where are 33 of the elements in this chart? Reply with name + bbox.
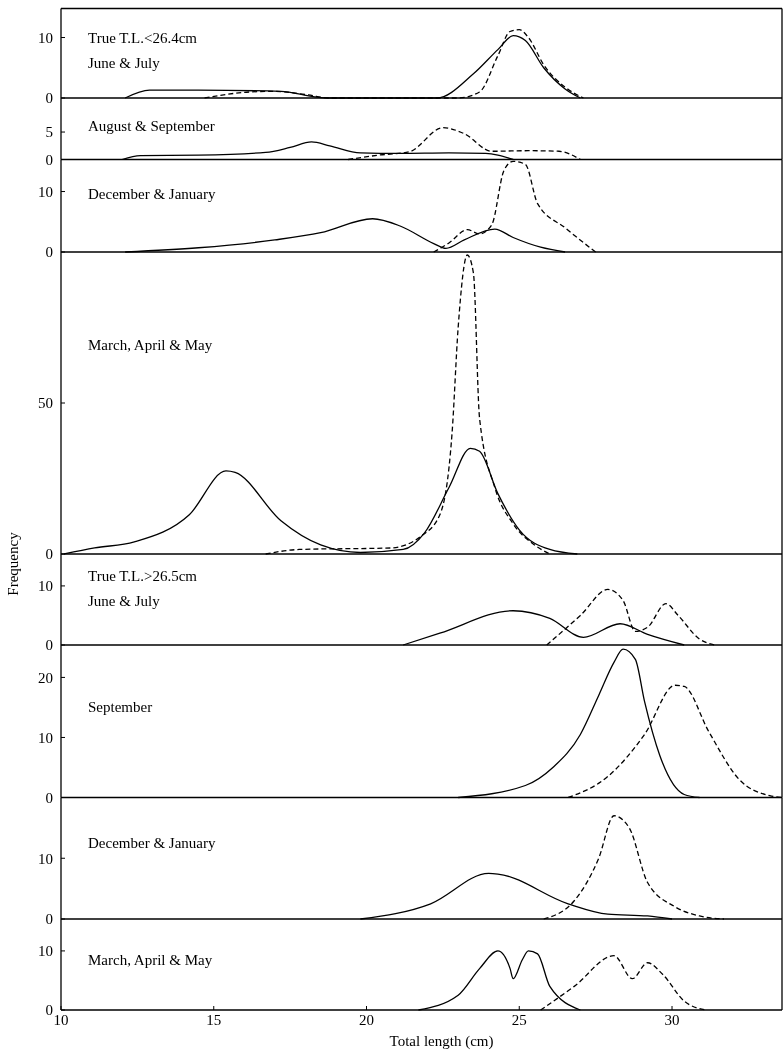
annotation: True T.L.<26.4cm [88, 29, 198, 46]
y-tick-label: 0 [45, 546, 53, 563]
y-tick-label: 0 [45, 789, 53, 806]
y-tick-label: 20 [38, 669, 53, 686]
x-axis-title: Total length (cm) [389, 1033, 494, 1050]
y-tick-label: 10 [38, 729, 53, 746]
text: March, April & May [88, 952, 213, 968]
y-tick-label: 10 [38, 943, 53, 960]
x-tick-label: 30 [664, 1012, 680, 1028]
text: August & September [88, 118, 215, 134]
y-tick-label: 0 [45, 1002, 53, 1019]
text: December & January [88, 834, 216, 851]
text: June & July [88, 593, 161, 609]
text: September [88, 699, 153, 715]
x-tick-label: 15 [206, 1012, 222, 1028]
y-tick-label: 5 [45, 124, 53, 141]
y-tick-label: 0 [45, 637, 53, 654]
y-tick-label: 0 [45, 911, 53, 928]
x-tick-label: 25 [511, 1012, 527, 1028]
y-tick-label: 10 [38, 850, 53, 867]
y-tick-label: 0 [45, 244, 53, 261]
text: June & July [88, 54, 161, 71]
y-axis-title: Frequency [5, 531, 21, 596]
y-tick-label: 10 [38, 578, 53, 595]
y-tick-label: 10 [38, 183, 53, 200]
y-tick-label: 0 [45, 151, 53, 168]
y-tick-label: 0 [45, 90, 53, 107]
x-tick-label: 20 [359, 1012, 375, 1028]
text: March, April & May [88, 337, 213, 353]
y-tick-label: 50 [38, 395, 53, 412]
annotation: True T.L.>26.5cm [88, 568, 198, 584]
y-tick-label: 10 [38, 29, 53, 46]
text: December & January [88, 185, 216, 202]
